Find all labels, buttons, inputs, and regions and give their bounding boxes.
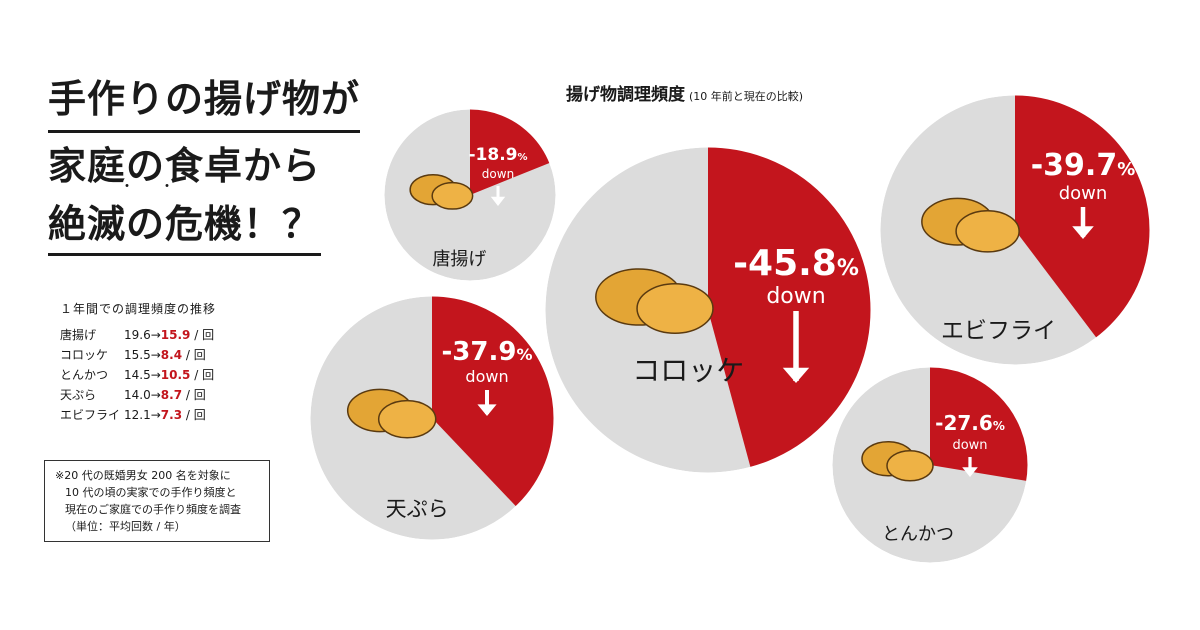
down-arrowhead-icon: [490, 196, 506, 206]
pie-border: [875, 90, 1155, 370]
emphasis-dots: ・・: [120, 179, 200, 195]
decline-percent-label: -39.7%: [1031, 148, 1136, 183]
stats-row-before: 14.5: [124, 368, 151, 382]
headline: 手作りの揚げ物が 家庭の食卓から 絶滅の危機！？: [48, 70, 388, 256]
decline-percent-value: -27.6: [935, 411, 993, 435]
stats-row-unit: / 回: [182, 408, 206, 422]
decline-percent-value: -39.7: [1031, 148, 1117, 183]
stats-row-name: エビフライ: [60, 408, 121, 422]
down-label: down: [1059, 183, 1108, 204]
stats-row-unit: / 回: [190, 328, 215, 342]
food-name-label: エビフライ: [941, 318, 1056, 344]
percent-sign: %: [993, 419, 1005, 433]
stats-rows: 唐揚げ 19.6→15.9 / 回コロッケ 15.5→8.4 / 回とんかつ 14.5…: [60, 325, 320, 425]
stats-row-name: 天ぷら: [60, 388, 97, 402]
stats-row-unit: / 回: [182, 388, 206, 402]
pie-decline-slice: [930, 365, 1031, 482]
stats-row-unit: / 回: [182, 348, 206, 362]
stats-table-title: １年間での調理頻度の推移: [60, 302, 217, 316]
pie-border: [379, 104, 561, 286]
chart-title-main: 揚げ物調理頻度: [566, 85, 685, 105]
headline-line-1: 手作りの揚げ物が: [48, 70, 361, 133]
down-arrowhead-icon: [477, 404, 497, 416]
food-name-label: 唐揚げ: [432, 249, 486, 270]
food-name-label: とんかつ: [882, 524, 954, 545]
chart-title: 揚げ物調理頻度 (10 年前と現在の比較): [566, 80, 803, 105]
down-arrowhead-icon: [1072, 226, 1094, 239]
stats-row-name: コロッケ: [60, 348, 109, 362]
headline-line-3: 絶滅の危機！？: [48, 195, 322, 256]
fried-food-illustration: [886, 450, 934, 482]
fried-food-illustration: [431, 181, 474, 210]
down-label: down: [465, 367, 508, 386]
down-label: down: [766, 284, 825, 309]
percent-sign: %: [516, 345, 532, 364]
stats-row-name: 唐揚げ: [60, 328, 97, 342]
stats-row: 天ぷら 14.0→8.7 / 回: [60, 385, 320, 405]
note-line-1: ※20 代の既婚男女 200 名を対象に: [55, 469, 231, 482]
stats-table: １年間での調理頻度の推移 唐揚げ 19.6→15.9 / 回コロッケ 15.5→8.…: [60, 300, 320, 425]
stats-row-before: 15.5: [124, 348, 151, 362]
pie-border: [540, 142, 876, 478]
stats-row-arrow: →: [150, 348, 161, 362]
pie-decline-slice: [708, 145, 874, 470]
stats-row-arrow: →: [150, 388, 161, 402]
stats-row-unit: / 回: [190, 368, 215, 382]
pie-decline-slice: [432, 294, 557, 508]
stats-row: コロッケ 15.5→8.4 / 回: [60, 345, 320, 365]
pie-border: [305, 291, 559, 545]
decline-percent-label: -45.8%: [733, 243, 859, 284]
percent-sign: %: [837, 256, 859, 281]
stats-row-now: 8.7: [160, 388, 183, 402]
fried-food-illustration: [636, 283, 714, 335]
decline-percent-label: -37.9%: [442, 337, 533, 367]
stats-row-now: 8.4: [160, 348, 183, 362]
stats-row-name: とんかつ: [60, 368, 109, 382]
decline-percent-label: -18.9%: [468, 145, 527, 165]
headline-line-2: 家庭の食卓から: [48, 144, 322, 188]
food-name-label: コロッケ: [632, 354, 744, 387]
down-label: down: [482, 167, 514, 181]
decline-percent-label: -27.6%: [935, 411, 1005, 435]
stats-row-arrow: →: [150, 408, 161, 422]
stats-row-arrow: →: [150, 328, 161, 342]
stats-row: とんかつ 14.5→10.5 / 回: [60, 365, 320, 385]
pie-border: [827, 362, 1033, 568]
stats-row-before: 19.6: [124, 328, 151, 342]
pie-decline-slice: [470, 107, 552, 195]
stats-row-now: 10.5: [160, 368, 191, 382]
down-label: down: [952, 438, 987, 453]
stats-row-before: 14.0: [124, 388, 151, 402]
note-line-2: 10 代の頃の実家での手作り頻度と: [65, 486, 237, 499]
stats-row-arrow: →: [150, 368, 161, 382]
percent-sign: %: [1117, 159, 1135, 180]
percent-sign: %: [517, 152, 527, 163]
pie-chart: -27.6% down とんかつ: [827, 362, 1033, 568]
stats-row: エビフライ 12.1→7.3 / 回: [60, 405, 320, 425]
note-line-3: 現在のご家庭での手作り頻度を調査: [65, 503, 241, 516]
decline-percent-value: -37.9: [442, 337, 517, 367]
decline-percent-value: -45.8: [733, 243, 837, 284]
stats-row-before: 12.1: [124, 408, 151, 422]
note-line-4: （単位：平均回数 / 年）: [65, 520, 186, 533]
fried-food-illustration: [377, 399, 437, 439]
chart-subtitle: (10 年前と現在の比較): [689, 90, 804, 103]
down-arrowhead-icon: [782, 367, 810, 383]
stats-row-now: 15.9: [160, 328, 191, 342]
survey-note: ※20 代の既婚男女 200 名を対象に 10 代の頃の実家での手作り頻度と 現…: [44, 460, 270, 542]
decline-percent-value: -18.9: [468, 145, 517, 165]
stats-row-now: 7.3: [160, 408, 183, 422]
down-arrowhead-icon: [962, 467, 978, 477]
fried-food-illustration: [955, 209, 1020, 253]
stats-row: 唐揚げ 19.6→15.9 / 回: [60, 325, 320, 345]
food-name-label: 天ぷら: [386, 497, 449, 521]
